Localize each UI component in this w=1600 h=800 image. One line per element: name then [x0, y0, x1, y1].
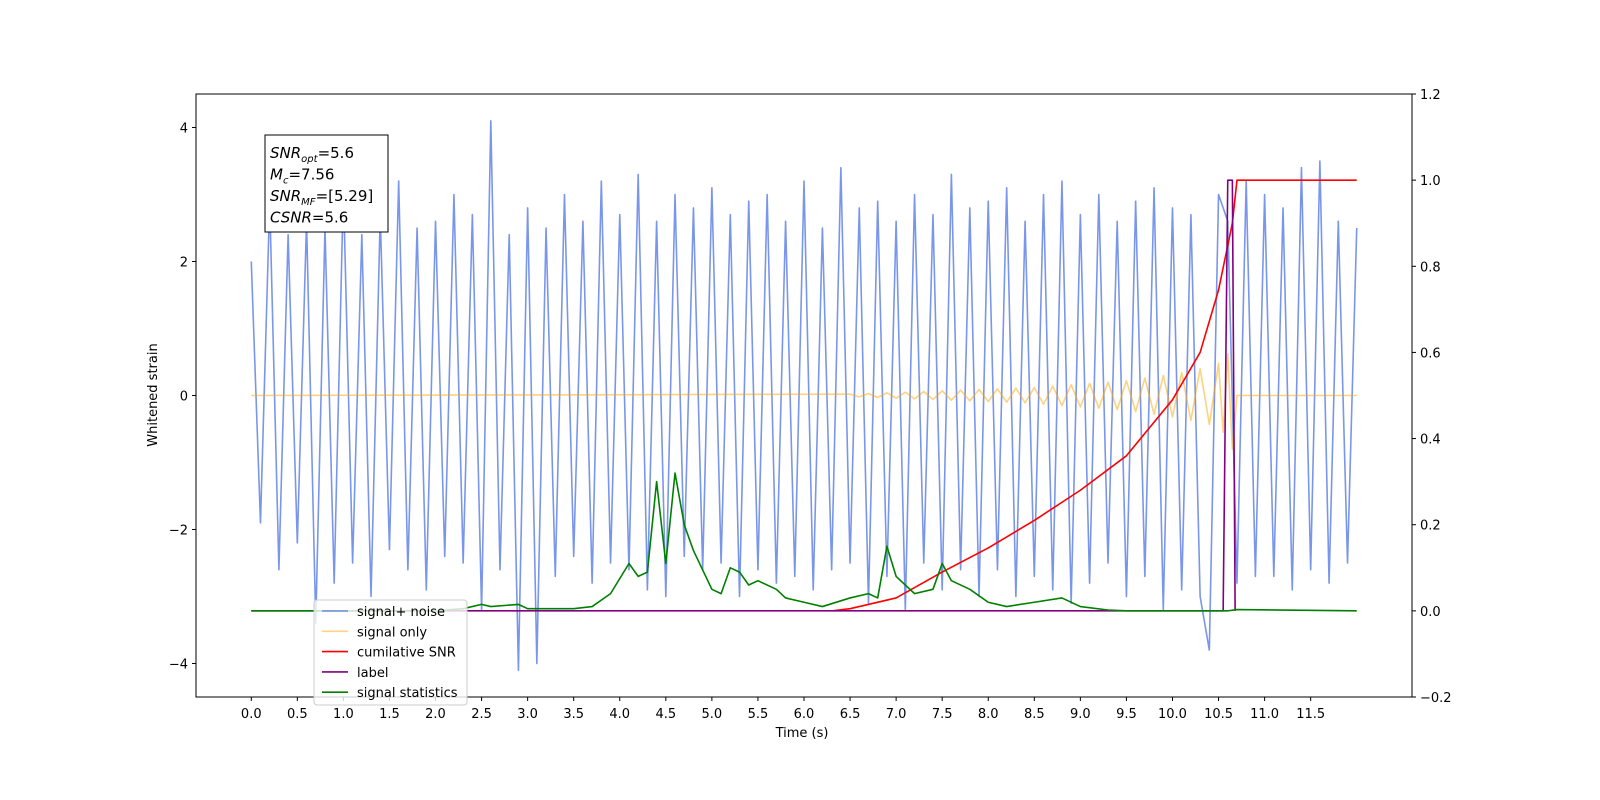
annotation-symbol: CSNR — [270, 209, 312, 227]
x-tick-label: 1.0 — [333, 707, 354, 722]
legend-label: signal statistics — [357, 686, 458, 701]
y2-tick-label: 0.8 — [1420, 260, 1441, 275]
y-tick-label: 2 — [180, 256, 188, 271]
annotation-line: Mc=7.56 — [270, 166, 334, 187]
annotation-line: SNRopt=5.6 — [270, 144, 354, 165]
x-tick-label: 5.0 — [702, 707, 723, 722]
y2-tick-label: 0.4 — [1420, 433, 1441, 448]
legend-label: cumilative SNR — [357, 646, 456, 661]
x-tick-label: 9.0 — [1070, 707, 1091, 722]
annotation-symbol: M — [270, 166, 283, 184]
x-tick-label: 6.5 — [840, 707, 861, 722]
y2-tick-label: 0.2 — [1420, 519, 1441, 534]
x-tick-label: 9.5 — [1116, 707, 1137, 722]
x-tick-label: 7.0 — [886, 707, 907, 722]
x-tick-label: 10.0 — [1158, 707, 1187, 722]
y-tick-label: 0 — [180, 390, 188, 405]
legend-label: signal+ noise — [357, 605, 445, 620]
series-line — [250, 120, 1358, 671]
x-tick-label: 8.5 — [1024, 707, 1045, 722]
y-tick-label: −2 — [169, 524, 188, 539]
annotation-text: =5.6 — [312, 209, 348, 227]
x-tick-label: 6.0 — [794, 707, 815, 722]
series-line — [831, 179, 1357, 612]
x-axis-label: Time (s) — [775, 726, 829, 741]
annotation-sub: MF — [301, 197, 316, 208]
annotation-text: =5.6 — [318, 144, 354, 162]
plot-area — [250, 120, 1358, 671]
annotation-sub: c — [283, 176, 289, 187]
x-tick-label: 11.5 — [1296, 707, 1325, 722]
x-tick-label: 8.0 — [978, 707, 999, 722]
x-tick-label: 3.0 — [517, 707, 538, 722]
y2-tick-label: 1.2 — [1420, 88, 1441, 103]
series-line — [251, 353, 1357, 450]
annotation-text: =[5.29] — [316, 187, 374, 205]
legend-label: signal only — [357, 625, 427, 640]
annotation-symbol: SNR — [270, 144, 301, 162]
x-tick-label: 3.5 — [563, 707, 584, 722]
legend-label: label — [357, 666, 388, 681]
annotation-line: SNRMF=[5.29] — [270, 187, 373, 208]
y2-tick-label: −0.2 — [1420, 691, 1452, 706]
y2-tick-label: 0.0 — [1420, 605, 1441, 620]
y-tick-label: −4 — [169, 658, 188, 673]
series-line — [251, 472, 1357, 612]
x-tick-label: 2.5 — [471, 707, 492, 722]
y2-tick-label: 0.6 — [1420, 346, 1441, 361]
x-tick-label: 1.5 — [379, 707, 400, 722]
x-tick-label: 0.0 — [241, 707, 262, 722]
legend-box — [313, 599, 468, 706]
y2-tick-label: 1.0 — [1420, 174, 1441, 189]
annotation-text: =7.56 — [288, 166, 334, 184]
annotation-symbol: SNR — [270, 187, 301, 205]
y-axis-label: Whitened strain — [146, 343, 161, 446]
y-tick-label: 4 — [180, 122, 188, 137]
x-tick-label: 5.5 — [748, 707, 769, 722]
annotation-line: CSNR=5.6 — [270, 209, 348, 227]
x-tick-label: 0.5 — [287, 707, 308, 722]
series-line — [251, 179, 1236, 612]
x-tick-label: 10.5 — [1204, 707, 1233, 722]
x-tick-label: 4.5 — [655, 707, 676, 722]
x-tick-label: 4.0 — [609, 707, 630, 722]
x-tick-label: 2.0 — [425, 707, 446, 722]
annotation-sub: opt — [301, 154, 318, 165]
x-tick-label: 11.0 — [1250, 707, 1279, 722]
x-tick-label: 7.5 — [932, 707, 953, 722]
annotation-box — [264, 134, 389, 233]
